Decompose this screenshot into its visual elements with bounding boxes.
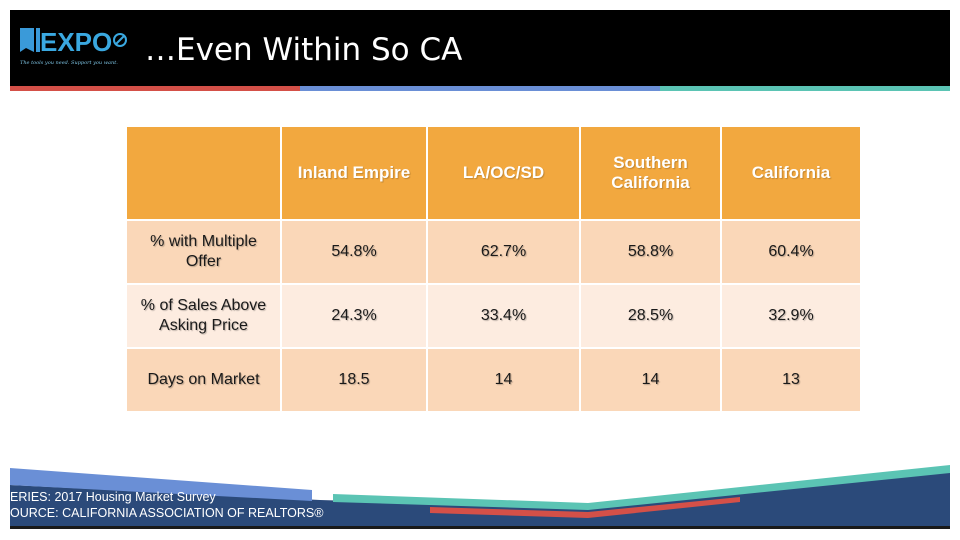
- footer-navy-band: [10, 470, 950, 526]
- table-header-corner: [125, 125, 282, 221]
- expo-logo-mark: EXPO: [20, 27, 127, 56]
- market-comparison-table: Inland Empire LA/OC/SD Southern Californ…: [125, 125, 862, 413]
- table-cell: 33.4%: [426, 283, 581, 349]
- table-header-row: Inland Empire LA/OC/SD Southern Californ…: [125, 125, 862, 221]
- footer-source: ERIES: 2017 Housing Market Survey OURCE:…: [10, 489, 323, 521]
- slide-header: EXPO The tools you need. Support you wan…: [10, 10, 950, 88]
- footer-decoration: [10, 465, 950, 529]
- footer-bottom-line: [10, 526, 950, 529]
- column-header-california: California: [720, 125, 862, 221]
- table-row: % with Multiple Offer 54.8% 62.7% 58.8% …: [125, 219, 862, 285]
- footer-red-stripe: [430, 497, 740, 518]
- footer-teal-stripe: [333, 465, 950, 510]
- footer-blue-stripe: [10, 468, 312, 501]
- table-cell: 32.9%: [720, 283, 862, 349]
- footer-series-line: ERIES: 2017 Housing Market Survey: [10, 490, 216, 504]
- table-cell: 18.5: [280, 347, 428, 413]
- logo-tagline: The tools you need. Support you want.: [20, 60, 118, 66]
- accent-bar-blue: [300, 86, 660, 91]
- table-cell: 62.7%: [426, 219, 581, 285]
- table-cell: 58.8%: [579, 219, 722, 285]
- table-cell: 28.5%: [579, 283, 722, 349]
- table-cell: 60.4%: [720, 219, 862, 285]
- expo-logo: EXPO The tools you need. Support you wan…: [20, 26, 130, 76]
- table-cell: 13: [720, 347, 862, 413]
- row-label: % with Multiple Offer: [125, 219, 282, 285]
- table-cell: 14: [579, 347, 722, 413]
- table-cell: 54.8%: [280, 219, 428, 285]
- table-cell: 14: [426, 347, 581, 413]
- column-header-southern-california: Southern California: [579, 125, 722, 221]
- slide-title: …Even Within So CA: [145, 32, 463, 68]
- column-header-la-oc-sd: LA/OC/SD: [426, 125, 581, 221]
- logo-text: EXPO: [40, 27, 112, 56]
- footer-source-line: OURCE: CALIFORNIA ASSOCIATION OF REALTOR…: [10, 506, 324, 520]
- accent-bar-teal: [660, 86, 950, 91]
- table-row: Days on Market 18.5 14 14 13: [125, 347, 862, 413]
- table-row: % of Sales Above Asking Price 24.3% 33.4…: [125, 283, 862, 349]
- accent-bar-red: [10, 86, 300, 91]
- column-header-inland-empire: Inland Empire: [280, 125, 428, 221]
- row-label: Days on Market: [125, 347, 282, 413]
- table-cell: 24.3%: [280, 283, 428, 349]
- row-label: % of Sales Above Asking Price: [125, 283, 282, 349]
